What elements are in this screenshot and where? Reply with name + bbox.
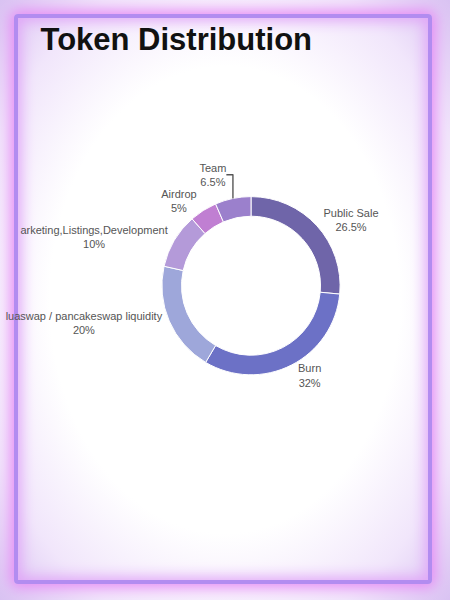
svg-text:Burn32%: Burn32% [298,362,321,388]
svg-text:luaswap / pancakeswap liquidit: luaswap / pancakeswap liquidity20% [6,310,163,336]
svg-text:Token Distribution: Token Distribution [41,22,313,57]
svg-text:Public Sale26.5%: Public Sale26.5% [323,207,378,233]
svg-text:Airdrop5%: Airdrop5% [161,188,196,214]
svg-text:arketing,Listings,Development1: arketing,Listings,Development10% [20,224,167,250]
svg-text:Team6.5%: Team6.5% [199,162,226,188]
